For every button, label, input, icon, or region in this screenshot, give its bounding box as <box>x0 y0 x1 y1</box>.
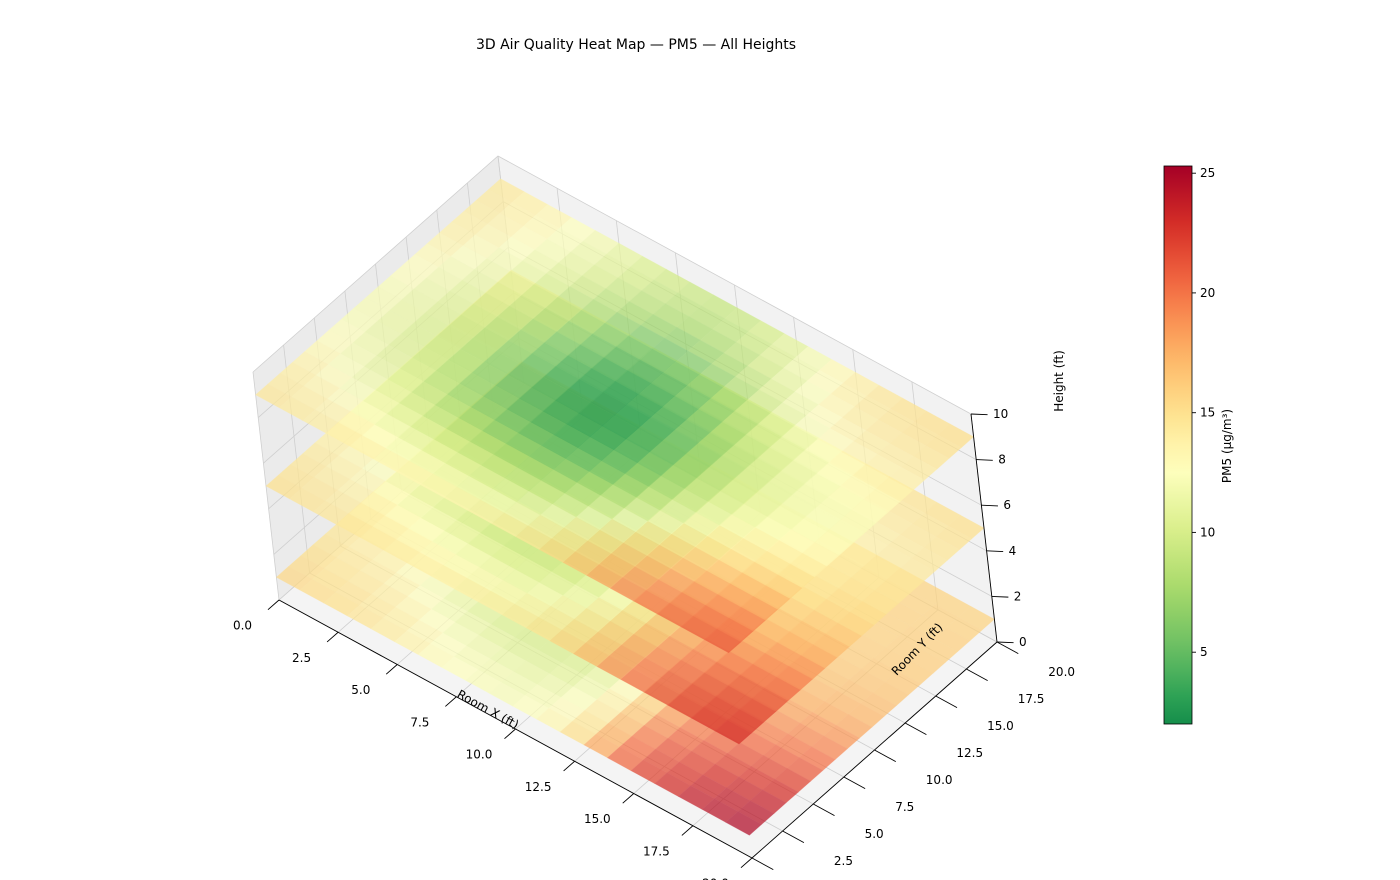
colorbar-gradient <box>1163 165 1193 725</box>
heatmap-cell <box>924 434 962 459</box>
y-tick <box>782 830 805 844</box>
z-tick <box>981 504 998 507</box>
heatmap-cell <box>884 670 922 696</box>
y-tick <box>751 857 774 871</box>
y-tick <box>996 641 1019 655</box>
x-tick <box>385 664 398 675</box>
y-tick-label: 12.5 <box>956 746 983 760</box>
colorbar-ticks: 5 10 15 20 25 <box>1192 166 1215 659</box>
axis-ticks: 0.02.55.07.510.012.515.017.520.00.02.55.… <box>233 407 1075 880</box>
y-tick <box>843 776 866 790</box>
x-tick <box>681 825 694 836</box>
x-tick-label: 12.5 <box>525 780 552 794</box>
x-tick <box>504 728 516 740</box>
y-tick-label: 2.5 <box>834 854 853 868</box>
z-tick-label: 4 <box>1009 544 1017 558</box>
colorbar-label: PM5 (µg/m³) <box>1220 409 1234 483</box>
heatmap-cell <box>704 628 742 654</box>
z-tick-label: 2 <box>1014 589 1022 603</box>
x-tick-label: 17.5 <box>643 844 670 858</box>
heatmap-cell <box>826 520 864 546</box>
y-tick <box>813 803 835 817</box>
x-tick <box>267 599 280 611</box>
heatmap-cell <box>753 585 791 610</box>
z-tick-label: 0 <box>1019 635 1027 649</box>
z-tick <box>991 595 1009 598</box>
z-tick <box>970 413 988 416</box>
y-tick-label: 20.0 <box>1048 665 1075 679</box>
x-tick <box>326 631 339 643</box>
x-tick <box>622 793 635 804</box>
heatmap-cell <box>900 455 938 481</box>
heatmap-layer-9 <box>255 178 975 654</box>
colorbar-tick-label: 20 <box>1200 286 1215 300</box>
x-tick-label: 0.0 <box>233 619 252 633</box>
z-gridline <box>252 155 972 415</box>
z-axis-line <box>970 413 998 643</box>
heatmap-cell <box>810 735 848 760</box>
x-tick-label: 7.5 <box>410 715 429 729</box>
heatmap-cell <box>714 719 752 745</box>
z-tick <box>976 459 993 461</box>
y-tick <box>935 695 958 709</box>
y-tick-label: 15.0 <box>987 719 1014 733</box>
x-tick <box>740 857 753 869</box>
heatmap-cell <box>933 627 971 652</box>
z-tick <box>996 641 1014 644</box>
x-tick-label: 10.0 <box>466 748 493 762</box>
y-tick-label: 5.0 <box>865 827 884 841</box>
x-tick <box>445 696 457 707</box>
heatmap-cell <box>875 477 913 502</box>
x-tick-label: 2.5 <box>292 651 311 665</box>
y-tick-label: 17.5 <box>1018 692 1045 706</box>
x-tick-label: 20.0 <box>702 877 729 880</box>
chart-title: 3D Air Quality Heat Map — PM5 — All Heig… <box>476 37 796 53</box>
colorbar-tick-label: 10 <box>1200 525 1215 539</box>
x-tick <box>563 760 575 772</box>
colorbar: 5 10 15 20 25 PM5 (µg/m³) <box>1163 165 1234 725</box>
z-tick <box>986 550 1004 552</box>
heatmap-cell <box>761 778 799 804</box>
x-tick-label: 15.0 <box>584 812 611 826</box>
y-tick <box>904 722 927 736</box>
colorbar-tick-label: 15 <box>1200 406 1215 420</box>
heatmap-layers <box>255 178 995 836</box>
colorbar-tick-label: 5 <box>1200 645 1208 659</box>
z-tick-label: 6 <box>1003 498 1011 512</box>
z-tick-label: 8 <box>998 453 1006 467</box>
z-tick-label: 10 <box>993 407 1008 421</box>
y-tick-label: 7.5 <box>895 800 914 814</box>
y-tick-label: 10.0 <box>926 773 953 787</box>
x-tick-label: 5.0 <box>351 683 370 697</box>
heatmap-cell <box>725 811 763 836</box>
z-axis-label: Height (ft) <box>1052 350 1066 412</box>
y-tick <box>874 749 897 763</box>
colorbar-tick-label: 25 <box>1200 166 1215 180</box>
y-tick <box>966 668 988 682</box>
